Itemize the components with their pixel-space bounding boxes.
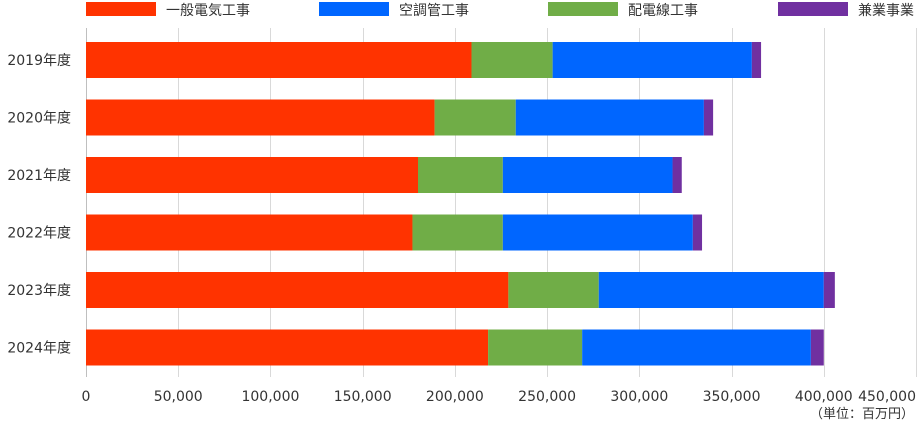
x-tick-label: 150,000 — [334, 389, 392, 405]
grid-layer — [86, 28, 917, 377]
bar-segment — [502, 157, 673, 193]
category-label: 2022年度 — [7, 226, 71, 242]
legend-label: 一般電気工事 — [166, 3, 250, 19]
category-label: 2024年度 — [7, 341, 71, 357]
category-label: 2021年度 — [7, 168, 71, 184]
bar-segment — [502, 214, 693, 251]
legend-label: 配電線工事 — [628, 3, 698, 19]
legend-label: 空調管工事 — [399, 3, 469, 19]
bar-segment — [86, 99, 435, 136]
x-tick-label: 450,000 — [858, 389, 916, 405]
bar-segment — [471, 42, 553, 78]
bar-segment — [552, 42, 752, 78]
x-tick-label: 250,000 — [518, 389, 576, 405]
bar-segment — [434, 99, 516, 136]
category-label: 2019年度 — [7, 53, 71, 69]
bar-segment — [418, 157, 503, 193]
bar-segment — [703, 99, 714, 136]
bar-segment — [598, 272, 824, 308]
legend-swatch — [86, 2, 156, 16]
legend-swatch — [778, 2, 848, 16]
bar-segment — [692, 214, 703, 251]
bar-segment — [86, 329, 489, 366]
x-tick-label: 350,000 — [703, 389, 761, 405]
bar-segment — [515, 99, 704, 136]
bar-segment — [86, 272, 509, 308]
category-label: 2023年度 — [7, 283, 71, 299]
x-axis-ticks: 0 50,000 100,000 150,000 200,000 250,000 300,0… — [82, 389, 916, 405]
x-tick-label: 300,000 — [610, 389, 668, 405]
bar-segment — [672, 157, 682, 193]
x-tick-label: 100,000 — [241, 389, 299, 405]
category-label: 2020年度 — [7, 111, 71, 127]
bar-layer — [86, 42, 835, 366]
x-tick-label: 50,000 — [154, 389, 203, 405]
bar-segment — [412, 214, 503, 251]
bar-segment — [823, 272, 835, 308]
x-tick-label: 400,000 — [795, 389, 853, 405]
x-tick-label: 0 — [82, 389, 91, 405]
bar-segment — [86, 214, 413, 251]
bar-segment — [810, 329, 824, 366]
bar-segment — [508, 272, 599, 308]
bar-segment — [488, 329, 583, 366]
bar-segment — [86, 157, 418, 193]
bar-segment — [86, 42, 472, 78]
legend-label: 兼業事業 — [858, 3, 914, 19]
bar-segment — [751, 42, 762, 78]
legend: 一般電気工事 空調管工事 配電線工事 兼業事業 — [86, 2, 914, 19]
legend-swatch — [548, 2, 618, 16]
legend-swatch — [319, 2, 389, 16]
unit-label: （単位：百万円） — [810, 406, 914, 422]
x-tick-label: 200,000 — [426, 389, 484, 405]
bar-segment — [582, 329, 811, 366]
category-labels: 2019年度 2020年度 2021年度 2022年度 2023年度 2024年度 — [7, 53, 71, 357]
